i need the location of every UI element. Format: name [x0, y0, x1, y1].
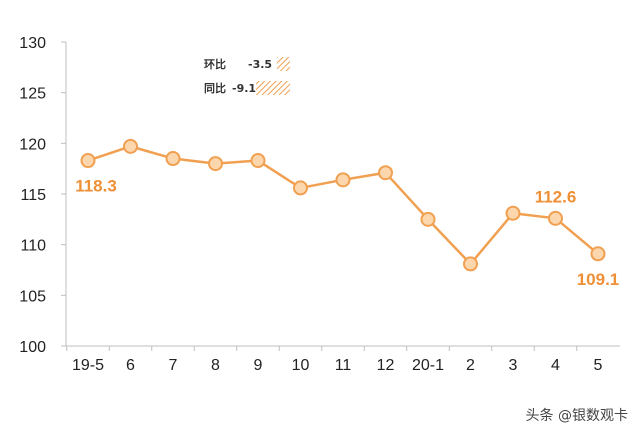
y-tick-label: 100 — [19, 339, 46, 356]
legend-bar — [276, 57, 290, 71]
x-tick-label: 2 — [466, 357, 475, 374]
data-point — [548, 210, 563, 226]
y-tick-label: 115 — [20, 187, 46, 204]
x-tick-label: 9 — [254, 357, 263, 374]
data-point — [165, 151, 181, 167]
x-tick-label: 12 — [377, 357, 395, 374]
y-tick-label: 120 — [19, 136, 46, 153]
legend-bar — [256, 81, 290, 95]
x-tick-label: 19-5 — [72, 357, 104, 374]
legend-value: -3.5 — [248, 58, 272, 71]
y-tick-label: 130 — [19, 35, 46, 52]
x-tick-label: 7 — [169, 357, 178, 374]
data-point — [463, 256, 478, 272]
data-label: 109.1 — [577, 270, 620, 289]
x-tick-label: 8 — [211, 357, 220, 374]
data-point — [123, 138, 138, 154]
series-layer — [80, 138, 606, 272]
data-point — [505, 205, 521, 221]
x-tick-label: 20-1 — [412, 357, 444, 374]
data-label: 118.3 — [75, 177, 117, 196]
legend-label: 同比 — [204, 81, 226, 95]
data-point — [293, 180, 308, 196]
watermark: 头条 @银数观卡 — [526, 407, 628, 424]
series-line — [87, 145, 599, 266]
data-labels: 118.3 112.6 109.1 — [75, 177, 619, 289]
x-tick-label: 5 — [594, 357, 603, 374]
legend-label: 环比 — [204, 57, 226, 71]
legend: 环比 -3.5 同比 -9.1 — [204, 57, 290, 95]
y-tick-label: 110 — [20, 238, 46, 255]
y-axis-ticks: 100 105 110 115 120 125 130 — [19, 35, 66, 356]
data-point — [335, 172, 351, 188]
x-tick-label: 3 — [509, 357, 518, 374]
x-axis-ticks: 19-5 6 7 8 9 10 11 12 20-1 2 3 4 5 — [66, 346, 603, 374]
x-tick-label: 6 — [126, 357, 135, 374]
data-point — [378, 165, 393, 181]
x-tick-label: 4 — [551, 357, 560, 374]
x-tick-label: 10 — [292, 357, 310, 374]
legend-value: -9.1 — [232, 82, 256, 95]
data-point — [590, 246, 606, 262]
data-point — [80, 153, 96, 169]
x-tick-label: 11 — [335, 357, 352, 374]
y-tick-label: 125 — [19, 86, 46, 103]
data-point — [208, 156, 223, 172]
data-point — [250, 153, 266, 169]
data-point — [420, 211, 436, 227]
y-tick-label: 105 — [19, 288, 46, 305]
data-label: 112.6 — [535, 187, 577, 206]
